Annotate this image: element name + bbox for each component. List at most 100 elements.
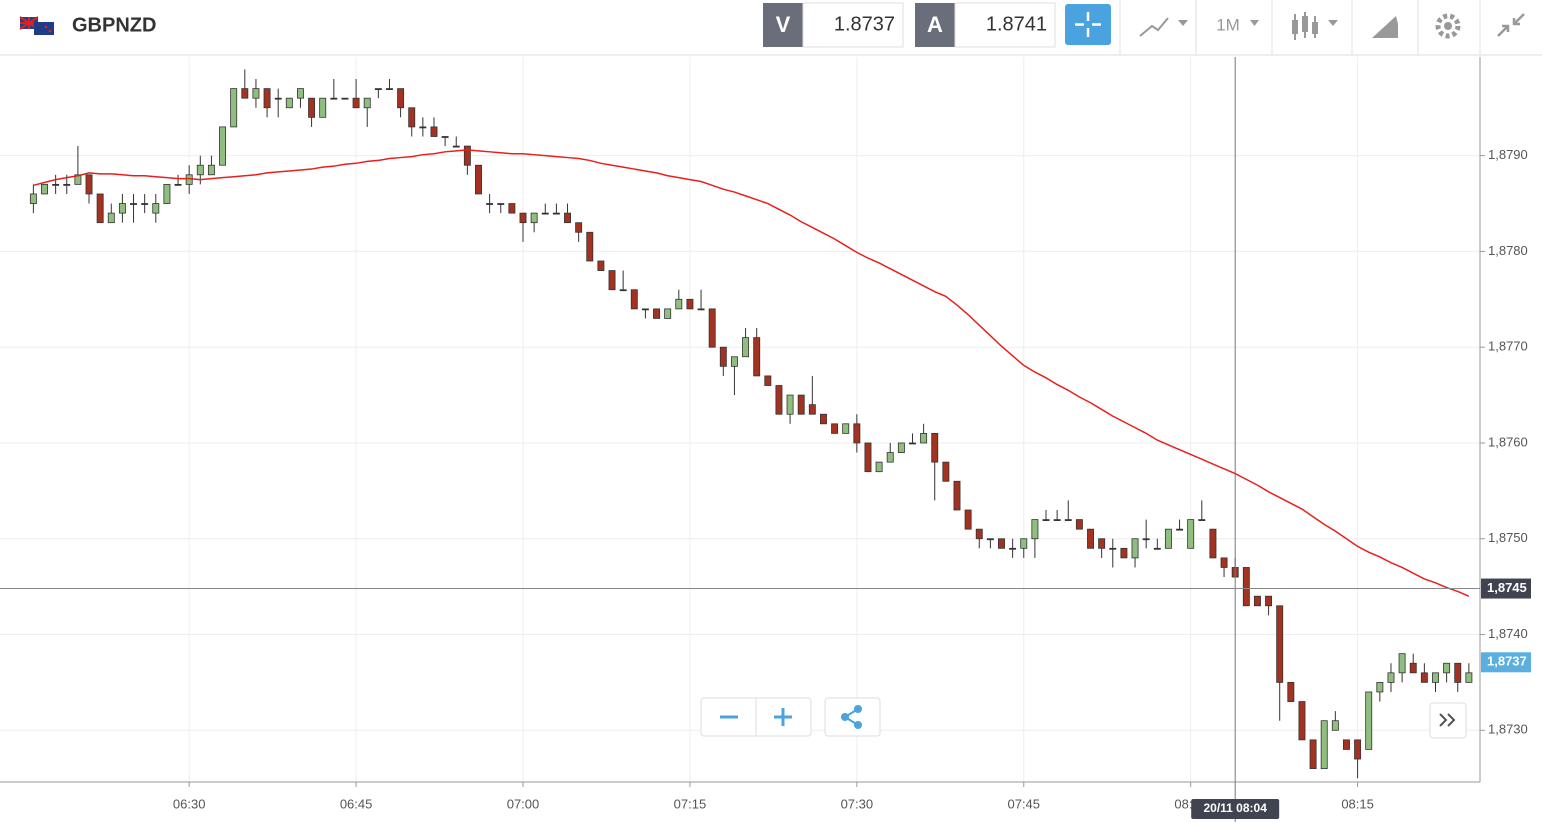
flag-nz — [34, 22, 54, 35]
candle-body — [196, 164, 204, 176]
y-tick-label: 1,8780 — [1488, 243, 1528, 258]
settings-hub — [1444, 22, 1452, 30]
candle-body — [1287, 681, 1295, 702]
candle-body — [1354, 739, 1362, 760]
candle-body — [430, 126, 438, 137]
candle-body — [686, 298, 694, 310]
candle-body — [1153, 547, 1161, 550]
zoom-controls — [700, 697, 1467, 739]
y-tick-label: 1,8770 — [1488, 339, 1528, 354]
candle-body — [519, 212, 527, 224]
candle-body — [1253, 595, 1261, 607]
sell-box — [802, 2, 904, 48]
chart-type-icon[interactable] — [1139, 17, 1169, 37]
candle-body — [530, 212, 538, 224]
candle-body — [1098, 538, 1106, 549]
crosshair-y-label: 1,8745 — [1487, 580, 1527, 595]
candle-body — [408, 107, 416, 128]
dropdown-arrow — [1178, 20, 1188, 26]
candle-body — [85, 174, 93, 195]
candle-body — [608, 270, 616, 291]
candle-body — [486, 203, 494, 205]
candle-body — [742, 337, 750, 358]
buy-label: A — [927, 12, 943, 37]
candle-body — [1432, 672, 1439, 683]
zoom-in[interactable] — [774, 708, 792, 726]
sell-label: V — [776, 12, 791, 37]
candle-body — [619, 289, 627, 292]
y-tick-label: 1,8740 — [1488, 626, 1528, 641]
candle-body — [1009, 547, 1017, 550]
candle-body — [386, 88, 393, 91]
y-tick-label: 1,8790 — [1488, 147, 1528, 162]
candle-body — [1031, 519, 1039, 540]
candle-body — [953, 480, 961, 511]
draw-icon[interactable] — [1372, 16, 1398, 38]
candle-body — [141, 203, 149, 205]
candle-body — [274, 97, 282, 100]
candle-body — [230, 88, 238, 128]
crosshair-x-box — [1191, 799, 1280, 819]
candle-body — [1198, 519, 1206, 521]
crosshair-button[interactable] — [1065, 4, 1111, 45]
candle-body — [96, 193, 104, 224]
candle-body — [1376, 681, 1384, 693]
candle-body — [341, 97, 349, 100]
candle-body — [842, 423, 850, 434]
share-box — [824, 697, 881, 737]
collapse-icon[interactable] — [1497, 13, 1525, 37]
candle-body — [185, 174, 193, 185]
candle-body — [708, 308, 716, 348]
candle-body — [118, 203, 126, 214]
candle-body — [130, 203, 137, 205]
candle-body — [29, 193, 37, 204]
candle-body — [1109, 547, 1117, 550]
candle-body — [330, 97, 338, 100]
candle-body — [163, 183, 171, 204]
sell-button[interactable] — [763, 3, 803, 47]
candle-body — [1220, 557, 1228, 568]
flag-star — [48, 29, 52, 33]
candle-body — [296, 88, 304, 99]
candle-body — [41, 183, 48, 195]
candle-body — [998, 538, 1005, 549]
candle-body — [964, 509, 972, 530]
toolbar: GBPNZD V 1.8737 A 1.8741 1M — [0, 0, 1542, 56]
dropdown-arrow — [1328, 20, 1338, 26]
candle-body — [1042, 519, 1050, 521]
x-tick-label: 07:00 — [507, 796, 540, 811]
candle-body — [63, 183, 71, 186]
candle-body — [641, 308, 649, 311]
settings-icon[interactable] — [1435, 13, 1461, 39]
candle-body — [719, 346, 727, 367]
candles-icon[interactable] — [1292, 12, 1318, 40]
candle-body — [1398, 653, 1406, 674]
separators — [1119, 0, 1481, 55]
candle-body — [753, 337, 761, 377]
candle-body — [942, 461, 950, 482]
scroll-end-button[interactable] — [1429, 702, 1467, 739]
y-tick-label: 1,8730 — [1488, 722, 1528, 737]
buy-button[interactable] — [915, 3, 955, 47]
x-tick-label: 06:30 — [173, 796, 206, 811]
candle-body — [853, 423, 861, 444]
buy-price: 1.8741 — [986, 13, 1047, 35]
timeframe[interactable]: 1M — [1216, 15, 1240, 34]
candle-body — [319, 97, 327, 118]
candle-body — [864, 442, 872, 473]
plot: 06:30 06:45 07:00 07:15 07:30 07:45 08:00 08:15… — [0, 57, 1531, 822]
candle-body — [508, 203, 516, 214]
candle-body — [1064, 519, 1072, 521]
candle-body — [419, 126, 427, 129]
candle-body — [363, 97, 371, 109]
crosshair-y-box — [1481, 578, 1531, 599]
candle-body — [564, 212, 571, 224]
candle-body — [552, 212, 560, 215]
moving-average — [33, 149, 1470, 597]
candle-body — [541, 212, 549, 215]
candle-body — [74, 174, 82, 185]
candle-body — [1276, 605, 1284, 683]
candle-body — [909, 442, 916, 445]
candle-body — [107, 212, 115, 224]
